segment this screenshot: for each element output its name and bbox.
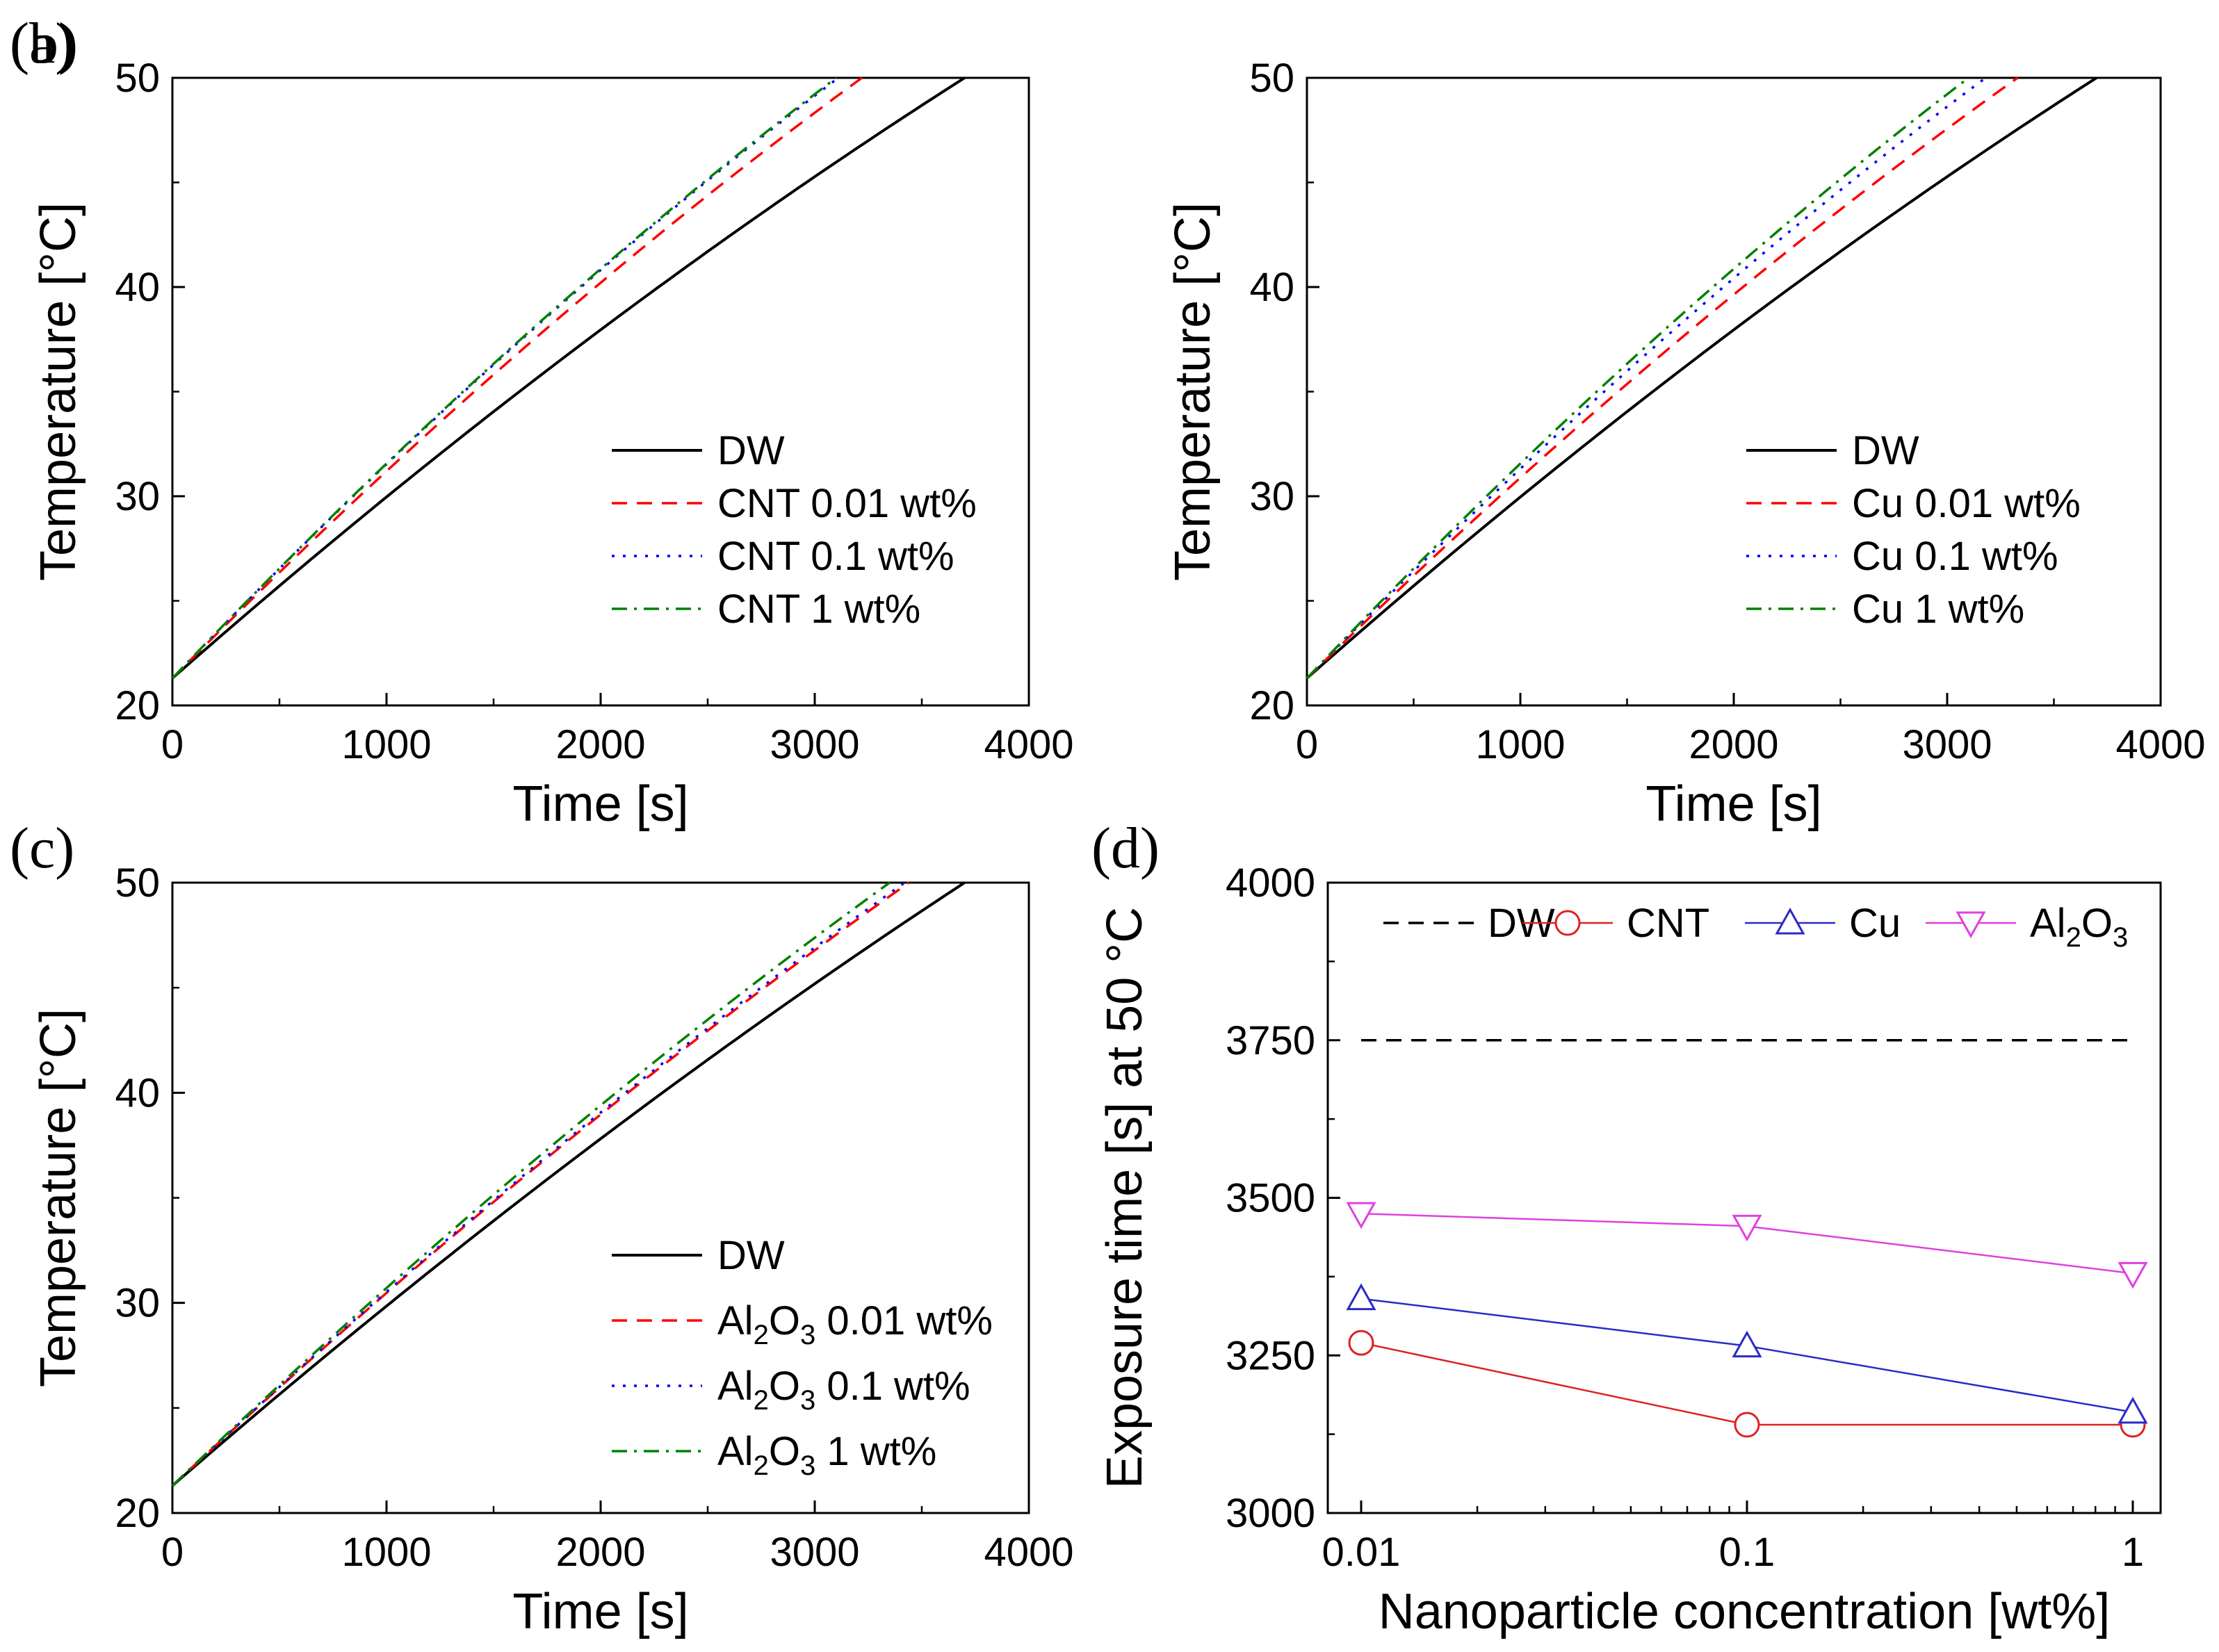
x-axis-title: Nanoparticle concentration [wt%] [1379, 1584, 2111, 1639]
data-point-triangle-down [1346, 1202, 1376, 1229]
temperature-panel-a: 0 1000 2000 3000 4000 20 30 40 50 (a) Time [s] Temp… [10, 11, 1074, 832]
data-point-circle [1554, 910, 1581, 936]
legend-entry: CNT [1627, 901, 1709, 946]
y-tick-label: 50 [115, 56, 160, 101]
x-axis-title: Time [s] [512, 776, 688, 832]
y-tick-label: 50 [1249, 56, 1294, 101]
y-tick-label: 40 [115, 1070, 160, 1115]
series-line-1 [171, 881, 910, 1487]
x-tick-label: 1000 [341, 722, 431, 767]
y-tick-label: 30 [1249, 474, 1294, 519]
x-tick-label: 2000 [1689, 722, 1778, 767]
data-point-triangle-down [2118, 1261, 2148, 1289]
data-point-circle [1734, 1412, 1760, 1438]
legend-entry: CNT 1 wt% [717, 587, 920, 632]
legend-entry: Al2O3 0.01 wt% [717, 1298, 993, 1350]
x-tick-label: 0.1 [1719, 1530, 1775, 1575]
data-point-triangle-up [1775, 907, 1805, 935]
x-tick-label: 0 [161, 1530, 184, 1575]
y-tick-label: 30 [115, 474, 160, 519]
y-axis-title: Temperature [°C] [31, 202, 86, 581]
y-axis-title: Exposure time [s] at 50 °C [1097, 907, 1153, 1489]
series-line-0 [171, 881, 966, 1487]
legend-entry: Al2O3 0.1 wt% [717, 1364, 970, 1416]
legend-entry: Cu 0.01 wt% [1852, 481, 2081, 526]
y-axis-title: Temperature [°C] [1165, 202, 1221, 581]
data-point-triangle-up [2118, 1396, 2148, 1424]
x-tick-label: 2000 [555, 722, 645, 767]
temperature-panel-b: 0 1000 2000 3000 4000 20 30 40 50 (b) Time [s] Temp… [10, 11, 2206, 832]
panel-label: (c) [10, 816, 74, 881]
legend-entry: CNT 0.01 wt% [717, 481, 977, 526]
y-tick-label: 40 [1249, 265, 1294, 310]
y-tick-label: 4000 [1226, 860, 1315, 906]
data-point-triangle-down [1732, 1214, 1762, 1242]
data-point-triangle-down [1956, 911, 1986, 939]
x-tick-label: 4000 [984, 722, 1073, 767]
y-tick-label: 3500 [1226, 1176, 1315, 1221]
legend-entry: Al2O3 [2030, 901, 2128, 953]
series-line-2 [171, 76, 839, 680]
legend-entry: Cu 1 wt% [1852, 587, 2024, 632]
series-line-1 [171, 76, 863, 680]
legend-entry: Cu [1849, 901, 1901, 946]
legend-entry: Al2O3 1 wt% [717, 1429, 936, 1481]
y-tick-label: 20 [115, 683, 160, 728]
data-point-circle [1348, 1330, 1374, 1356]
series-line-0 [171, 76, 966, 680]
x-tick-label: 0 [1296, 722, 1318, 767]
y-tick-label: 50 [115, 860, 160, 906]
series-line-3 [171, 881, 891, 1487]
x-tick-label: 2000 [555, 1530, 645, 1575]
y-tick-label: 20 [115, 1491, 160, 1536]
y-axis-title: Temperature [°C] [31, 1008, 86, 1387]
legend-entry: Cu 0.1 wt% [1852, 534, 2058, 579]
x-tick-label: 1000 [1475, 722, 1565, 767]
temperature-panel-c: 0 1000 2000 3000 4000 20 30 40 50 (c) Time [s] Temp… [10, 816, 1074, 1639]
legend-entry: DW [1852, 428, 1919, 473]
series-line-0 [1306, 76, 2097, 680]
x-tick-label: 4000 [2115, 722, 2205, 767]
y-tick-label: 3750 [1226, 1018, 1315, 1063]
x-tick-label: 0 [161, 722, 184, 767]
panel-label: (a) [10, 11, 74, 76]
x-tick-label: 3000 [1902, 722, 1992, 767]
x-tick-label: 3000 [770, 722, 859, 767]
x-tick-label: 4000 [984, 1530, 1073, 1575]
x-tick-label: 1000 [341, 1530, 431, 1575]
y-tick-label: 3250 [1226, 1333, 1315, 1378]
y-tick-label: 3000 [1226, 1491, 1315, 1536]
panel-label: (d) [1091, 816, 1160, 881]
legend-entry: DW [717, 428, 785, 473]
data-point-triangle-up [1346, 1283, 1376, 1311]
x-tick-label: 0.01 [1322, 1530, 1401, 1575]
series-line-1 [1306, 76, 2019, 680]
y-tick-label: 20 [1249, 683, 1294, 728]
plot-frame [1306, 76, 2162, 707]
y-tick-label: 40 [115, 265, 160, 310]
x-axis-title: Time [s] [512, 1584, 688, 1639]
legend-entry: CNT 0.1 wt% [717, 534, 954, 579]
panel-label: (b) [10, 11, 78, 76]
exposure-time-panel-d: 0.01 0.1 1 3000 3250 3500 3750 4000 (d) Nanoparti… [1091, 816, 2162, 1639]
series-line-2 [1306, 76, 1987, 680]
plot-frame [171, 881, 1030, 1514]
x-tick-label: 3000 [770, 1530, 859, 1575]
x-tick-label: 1 [2122, 1530, 2144, 1575]
data-point-triangle-up [1732, 1330, 1762, 1358]
legend-entry: DW [717, 1233, 785, 1278]
x-axis-title: Time [s] [1645, 776, 1821, 832]
y-tick-label: 30 [115, 1281, 160, 1326]
